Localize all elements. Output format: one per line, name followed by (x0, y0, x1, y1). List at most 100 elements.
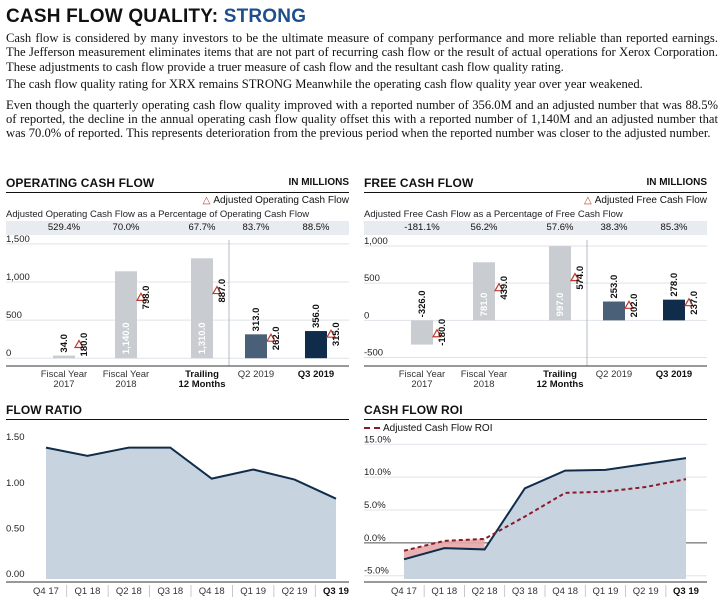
reported-bar (603, 301, 625, 321)
title-rule (364, 192, 707, 193)
adjusted-marker (493, 282, 505, 292)
x-tick-label: Q3 19 (673, 586, 699, 597)
triangle-marker-icon: △ (584, 195, 592, 206)
percentage-row (6, 221, 349, 235)
dashed-line-icon (364, 427, 380, 430)
x-tick-label: Q4 17 (391, 586, 417, 597)
x-tick-label: Q3 19 (323, 586, 349, 597)
y-tick-label: -500 (364, 348, 383, 359)
cash-flow-roi-plot: 15.0% 10.0% 5.0% 0.0% -5.0%Q4 17 Q1 18 Q2 18 Q3… (364, 434, 707, 597)
adjusted-value-label: 180.0 (79, 333, 90, 357)
reported-value-label: 356.0 (311, 304, 322, 328)
units-label: IN MILLIONS (288, 177, 349, 188)
roi-line (403, 457, 687, 561)
analysis-paragraph: Even though the quarterly operating cash… (6, 97, 718, 141)
flow-ratio-plot: 1.50 1.00 0.50 0.00 Q4 17 Q1 18 Q2 18 Q3 18 Q4 1… (6, 432, 349, 597)
reported-bar (191, 258, 213, 359)
adjusted-roi-line (403, 478, 687, 552)
reported-bar (473, 262, 495, 321)
y-tick-label: 0 (6, 348, 11, 359)
category-label: Fiscal Year (461, 369, 507, 380)
reported-bar (549, 246, 571, 321)
y-tick-label: 1,000 (364, 236, 388, 247)
percentage-label: 529.4% (47, 222, 81, 233)
x-tick-label: Q1 18 (431, 586, 457, 597)
adjusted-value-label: 439.0 (499, 276, 510, 300)
x-tick-label: Q4 17 (33, 586, 59, 597)
category-label: 2018 (115, 379, 136, 390)
category-label: Trailing (543, 369, 577, 380)
rating-paragraph: The cash flow quality rating for XRX rem… (6, 77, 643, 92)
x-tick-label: Q1 19 (240, 586, 266, 597)
chart-subtitle: Adjusted Free Cash Flow as a Percentage … (364, 209, 623, 220)
percentage-label: 88.5% (302, 222, 330, 233)
x-tick-label: Q4 18 (199, 586, 225, 597)
category-label: Q2 2019 (596, 369, 632, 380)
y-tick-label: 0.50 (6, 523, 25, 534)
category-label: Q2 2019 (238, 369, 274, 380)
x-tick-label: Q1 19 (592, 586, 618, 597)
y-tick-label: 500 (364, 273, 380, 284)
intro-paragraph: Cash flow is considered by many investor… (6, 31, 718, 74)
reported-value-label: 34.0 (59, 334, 70, 353)
chart-title: OPERATING CASH FLOW (6, 176, 155, 190)
reported-value-label: 1,140.0 (121, 322, 132, 354)
adjusted-value-label: 202.0 (629, 294, 640, 318)
reported-value-label: 313.0 (251, 308, 262, 332)
y-tick-label: 15.0% (364, 434, 391, 445)
roi-area (404, 458, 686, 579)
roi-legend: Adjusted Cash Flow ROI (364, 423, 493, 434)
chart-title: FLOW RATIO (6, 403, 83, 417)
reported-bar (245, 334, 267, 359)
reported-bar (305, 331, 327, 359)
percentage-label: -181.1% (404, 222, 440, 233)
y-tick-label: 10.0% (364, 467, 391, 478)
category-label: Trailing (185, 369, 219, 380)
category-label: Fiscal Year (399, 369, 445, 380)
adjusted-value-label: 574.0 (575, 266, 586, 290)
chart-legend: △ Adjusted Operating Cash Flow (203, 195, 349, 206)
roi-gap-area (404, 538, 485, 560)
category-label: 2017 (411, 379, 432, 390)
reported-value-label: 1,310.0 (197, 322, 208, 354)
percentage-label: 56.2% (470, 222, 498, 233)
adjusted-marker (431, 328, 443, 338)
chart-title: CASH FLOW ROI (364, 403, 463, 417)
y-tick-label: 1.00 (6, 478, 25, 489)
percentage-row (364, 221, 707, 235)
adjusted-marker (265, 333, 277, 342)
y-tick-label: 1,000 (6, 272, 30, 283)
adjusted-value-label: 237.0 (689, 291, 700, 315)
y-tick-label: 5.0% (364, 500, 386, 511)
category-label: 12 Months (537, 379, 584, 390)
category-label: Fiscal Year (103, 369, 149, 380)
title-prefix: CASH FLOW QUALITY: (6, 6, 224, 27)
operating-cash-flow-panel: OPERATING CASH FLOW IN MILLIONS △ Adjuste… (6, 176, 349, 390)
chart-legend: △ Adjusted Free Cash Flow (584, 195, 707, 206)
reported-value-label: 278.0 (669, 273, 680, 297)
category-label: 12 Months (179, 379, 226, 390)
y-tick-label: -5.0% (364, 566, 389, 577)
adjusted-value-label: -180.0 (437, 319, 448, 346)
reported-value-label: -326.0 (417, 290, 428, 317)
reported-value-label: 997.0 (555, 293, 566, 317)
free-cash-flow-panel: FREE CASH FLOW IN MILLIONS △ Adjusted Fre… (364, 176, 707, 390)
category-label: Fiscal Year (41, 369, 87, 380)
category-label: Q3 2019 (298, 369, 334, 380)
flow-ratio-panel: FLOW RATIO 1.50 1.00 0.50 0.00 Q4 17 Q1 18 Q2 … (6, 403, 349, 610)
adjusted-value-label: 887.0 (217, 279, 228, 303)
flow-ratio-line (45, 446, 337, 500)
adjusted-marker (623, 300, 635, 309)
cash-flow-roi-panel: CASH FLOW ROI Adjusted Cash Flow ROI 15.… (364, 403, 707, 610)
title-rule (6, 192, 349, 193)
title-rule (6, 419, 349, 420)
category-label: 2017 (53, 379, 74, 390)
adjusted-marker (325, 328, 337, 338)
y-tick-label: 0.00 (6, 569, 25, 580)
x-tick-label: Q2 19 (282, 586, 308, 597)
y-tick-label: 1,500 (6, 234, 30, 245)
reported-value-label: 253.0 (609, 275, 620, 299)
adjusted-marker (73, 339, 85, 349)
legend-label: Adjusted Operating Cash Flow (213, 195, 349, 206)
adjusted-marker (135, 292, 147, 301)
